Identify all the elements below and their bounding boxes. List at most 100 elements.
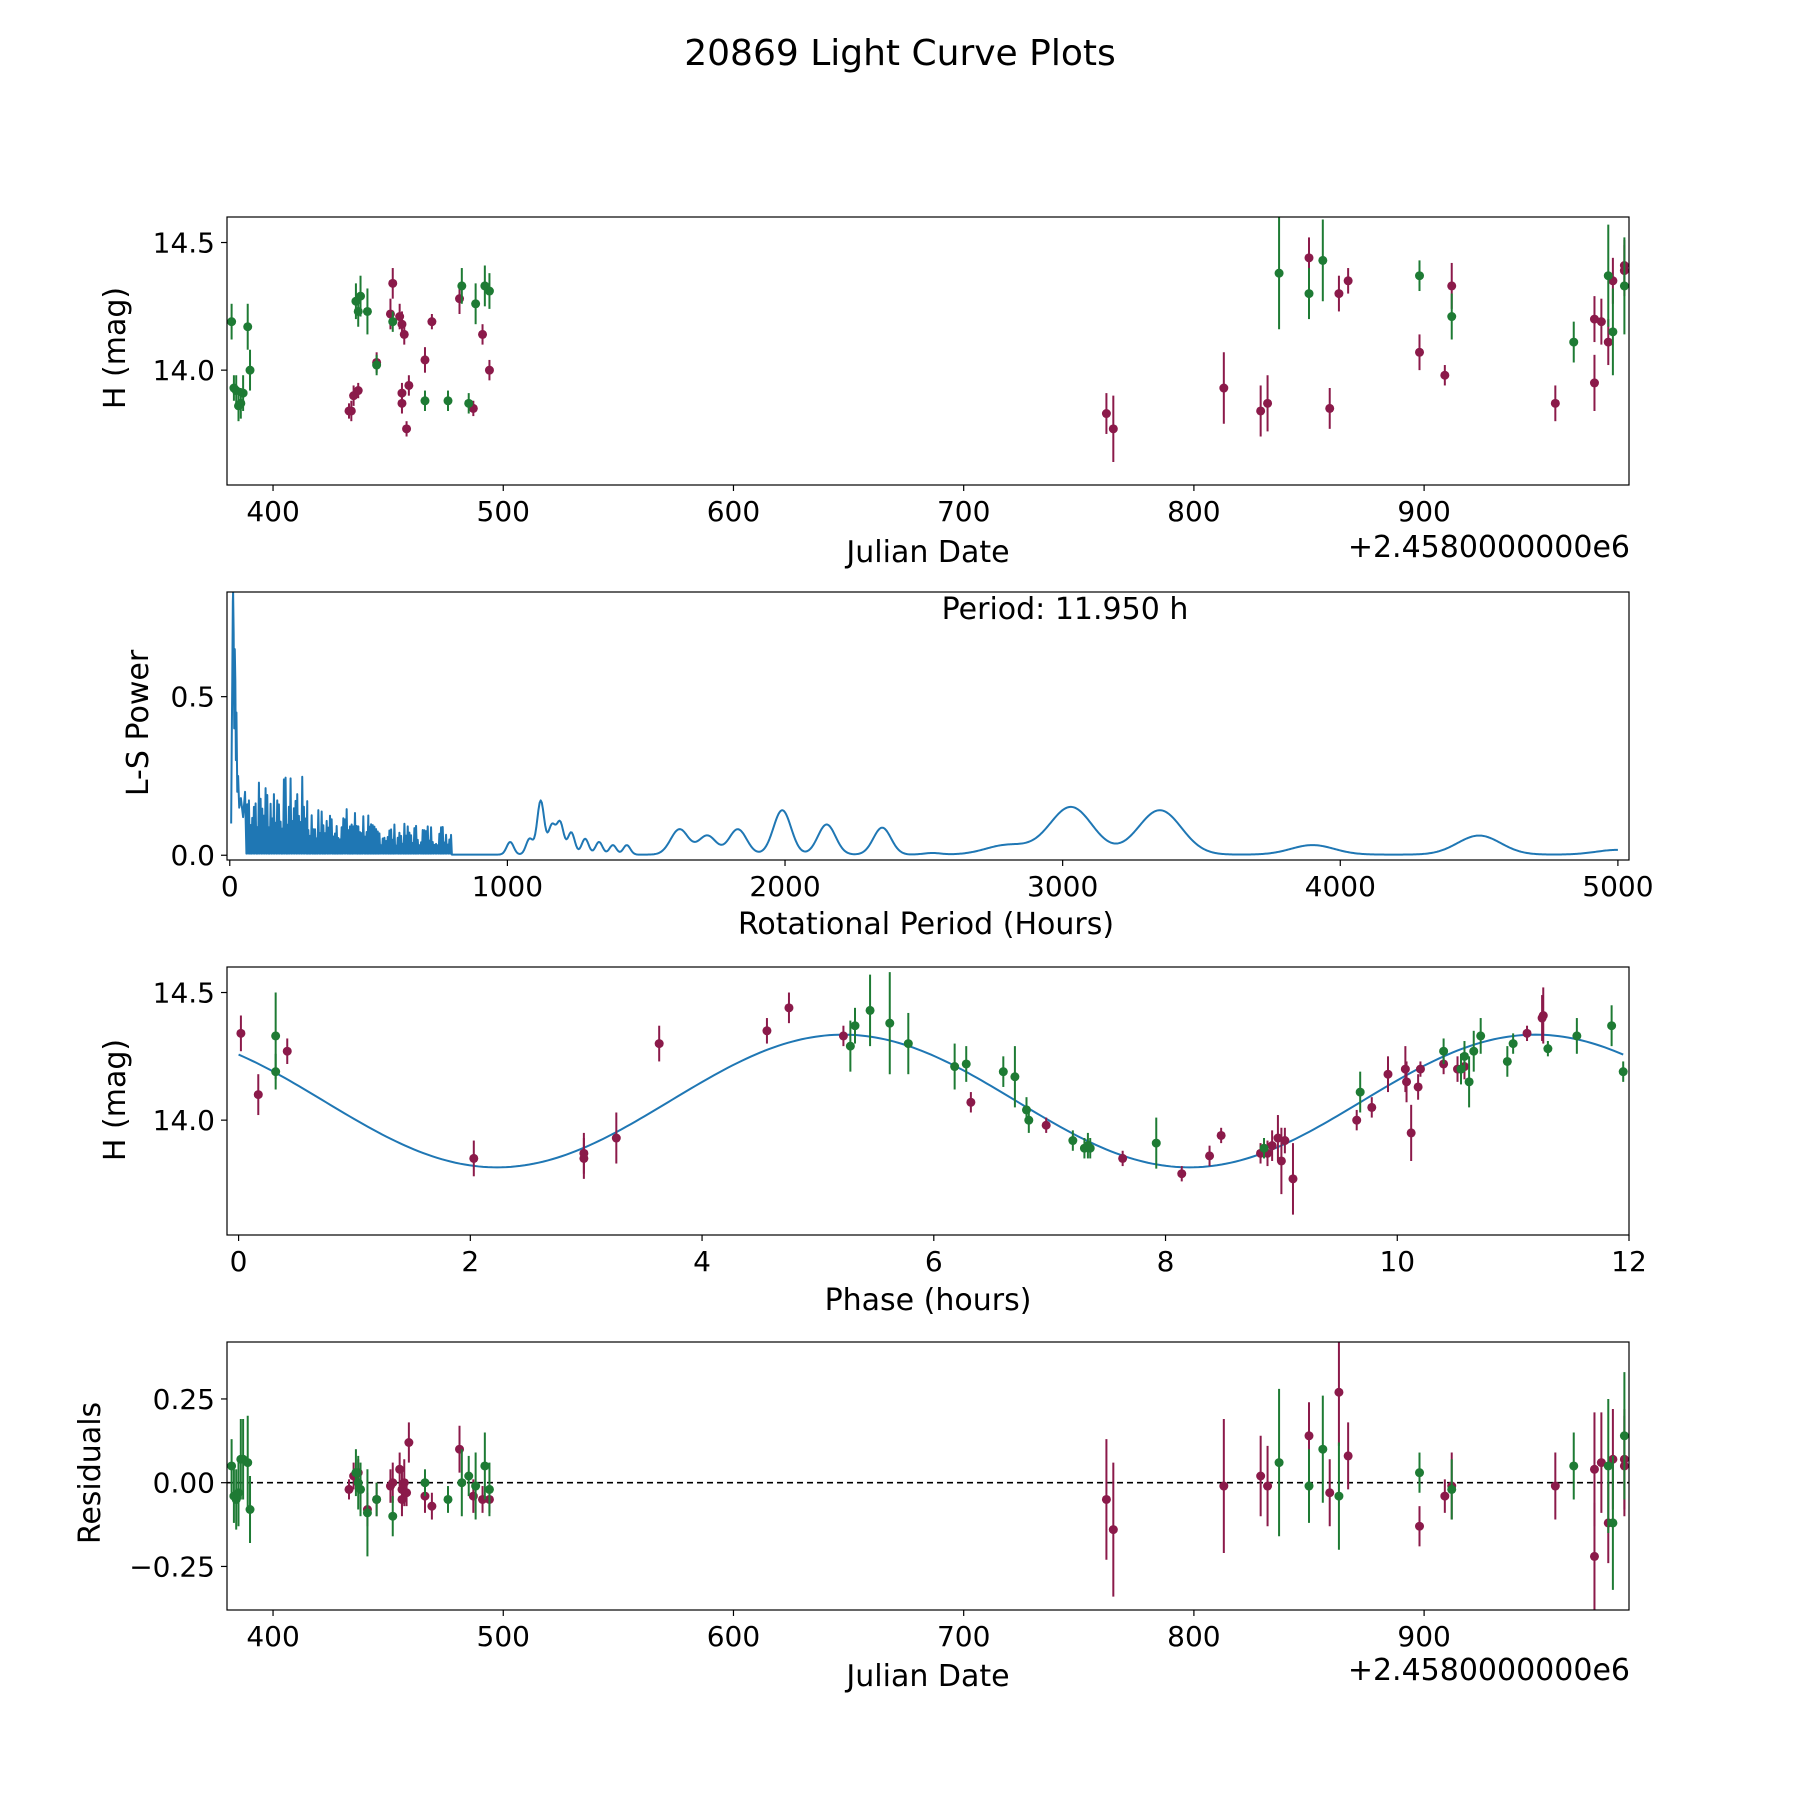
data-point	[443, 396, 453, 406]
data-point	[1603, 337, 1613, 347]
data-point	[1256, 406, 1266, 416]
data-point	[1343, 276, 1353, 286]
data-point	[282, 1046, 292, 1056]
data-point	[399, 329, 409, 339]
data-point	[1447, 1484, 1457, 1494]
ls-power-line	[230, 592, 1618, 856]
periodogram-plot-area	[230, 592, 1618, 856]
data-point	[611, 1133, 621, 1143]
data-point	[344, 1484, 354, 1494]
data-point	[1304, 289, 1314, 299]
data-point	[427, 1501, 437, 1511]
data-point	[1068, 1136, 1078, 1146]
phased-ylabel: H (mag)	[98, 1039, 133, 1161]
phased-panel: Phase (hours) H (mag) 0 2 4 6 8 10 12 14.0 14.5	[98, 966, 1647, 1318]
data-point	[1508, 1039, 1518, 1049]
data-point	[654, 1039, 664, 1049]
residuals-offset-label: +2.4580000000e6	[1348, 1653, 1630, 1688]
data-point	[227, 317, 237, 327]
data-point	[1603, 1461, 1613, 1471]
periodogram-xtick-label: 3000	[1027, 870, 1098, 903]
data-point	[484, 365, 494, 375]
data-point	[1352, 1115, 1362, 1125]
lightcurve-xtick-label: 400	[246, 495, 299, 528]
data-point	[1550, 398, 1560, 408]
data-point	[1415, 1064, 1425, 1074]
data-point	[457, 1478, 467, 1488]
data-point	[464, 398, 474, 408]
residuals-axes-frame	[226, 1341, 1630, 1611]
data-point	[1383, 1069, 1393, 1079]
data-point	[845, 1041, 855, 1051]
data-point	[362, 1508, 372, 1518]
data-point	[1259, 1143, 1269, 1153]
data-point	[397, 388, 407, 398]
data-point	[1550, 1481, 1560, 1491]
data-point	[1355, 1087, 1365, 1097]
fit-curve	[238, 1033, 1624, 1169]
data-point	[471, 299, 481, 309]
phased-ytick-label: 14.5	[153, 977, 215, 1010]
lightcurve-offset-label: +2.4580000000e6	[1348, 530, 1630, 565]
data-point	[1447, 312, 1457, 322]
residuals-ytick-label: 0.00	[153, 1467, 215, 1500]
data-point	[1608, 327, 1618, 337]
data-point	[762, 1026, 772, 1036]
lightcurve-ylabel: H (mag)	[98, 287, 133, 409]
residuals-xtick-label: 700	[937, 1620, 990, 1653]
data-point	[1325, 1488, 1335, 1498]
phased-xtick-label: 2	[461, 1245, 479, 1278]
data-point	[1476, 1031, 1486, 1041]
data-point	[388, 317, 398, 327]
residuals-xtick-label: 600	[707, 1620, 760, 1653]
data-point	[1440, 370, 1450, 380]
data-point	[1569, 337, 1579, 347]
phased-series-a	[236, 987, 1548, 1215]
data-point	[1219, 383, 1229, 393]
residuals-xtick-label: 400	[246, 1620, 299, 1653]
data-point	[245, 1505, 255, 1514]
residuals-plot-area	[227, 1342, 1629, 1610]
data-point	[1502, 1056, 1512, 1066]
data-point	[903, 1039, 913, 1049]
data-point	[1205, 1151, 1215, 1161]
lightcurve-series-b	[227, 217, 1629, 422]
data-point	[850, 1021, 860, 1031]
data-point	[865, 1005, 875, 1015]
data-point	[1334, 1491, 1344, 1501]
data-point	[353, 386, 363, 396]
data-point	[243, 1458, 253, 1468]
data-point	[1041, 1120, 1051, 1130]
data-point	[1177, 1169, 1187, 1179]
data-point	[227, 1461, 237, 1471]
data-point	[1101, 1494, 1111, 1504]
data-point	[1256, 1471, 1266, 1481]
data-point	[1304, 253, 1314, 263]
data-point	[471, 1481, 481, 1491]
data-point	[1402, 1077, 1412, 1087]
data-point	[1274, 1458, 1284, 1468]
data-point	[1101, 409, 1111, 419]
data-point	[1267, 1141, 1277, 1151]
data-point	[1543, 1044, 1553, 1054]
phased-xtick-label: 12	[1611, 1245, 1647, 1278]
data-point	[1304, 1431, 1314, 1441]
data-point	[784, 1003, 794, 1013]
data-point	[372, 360, 382, 370]
data-point	[1085, 1143, 1095, 1153]
data-point	[478, 329, 488, 339]
data-point	[427, 317, 437, 327]
data-point	[457, 281, 467, 291]
data-point	[1589, 378, 1599, 388]
data-point	[885, 1018, 895, 1028]
lightcurve-xtick-label: 600	[707, 495, 760, 528]
data-point	[404, 380, 414, 390]
data-point	[245, 365, 255, 375]
data-point	[1276, 1156, 1286, 1166]
data-point	[1464, 1077, 1474, 1087]
data-point	[1469, 1046, 1479, 1056]
data-point	[388, 1511, 398, 1521]
data-point	[1108, 1525, 1118, 1535]
periodogram-xtick-label: 5000	[1582, 870, 1653, 903]
data-point	[1334, 289, 1344, 299]
